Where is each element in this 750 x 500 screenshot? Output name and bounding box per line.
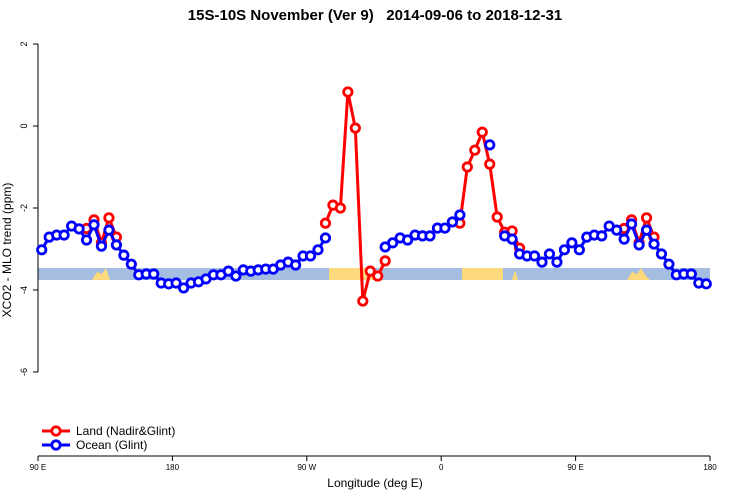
data-point: [125, 258, 137, 270]
data-point: [543, 248, 556, 260]
data-point: [103, 212, 115, 224]
data-point: [110, 239, 123, 251]
x-tick-label: 90 W: [297, 463, 316, 472]
legend-label: Ocean (Glint): [76, 438, 147, 452]
legend-marker: [50, 439, 62, 451]
data-point: [618, 233, 630, 245]
data-point: [148, 268, 160, 280]
data-point: [103, 224, 115, 236]
data-point: [401, 234, 414, 246]
land-band: [329, 268, 375, 280]
x-tick-label: 0: [439, 463, 444, 472]
legend-marker: [50, 425, 62, 437]
data-point: [364, 265, 376, 277]
y-axis-title: XCO2 - MLO trend (ppm): [0, 183, 14, 318]
data-point: [178, 282, 190, 294]
x-tick-label: 90 E: [30, 463, 46, 472]
data-point: [528, 250, 541, 262]
data-point: [80, 234, 93, 246]
data-point: [170, 277, 182, 289]
data-point: [640, 224, 653, 236]
data-point: [357, 295, 369, 307]
data-point: [640, 212, 653, 224]
x-tick-label: 180: [703, 463, 717, 472]
data-point: [424, 230, 436, 242]
land-band: [512, 270, 518, 280]
x-axis-title: Longitude (deg E): [327, 476, 422, 490]
y-tick-label: 0: [19, 123, 29, 128]
legend-label: Land (Nadir&Glint): [76, 424, 175, 438]
y-tick-label: -2: [19, 204, 29, 212]
data-point: [312, 244, 324, 256]
data-point: [439, 222, 451, 234]
data-point: [88, 219, 100, 231]
data-point: [625, 218, 638, 230]
land-band: [627, 268, 650, 280]
chart-title: 15S-10S November (Ver 9) 2014-09-06 to 2…: [188, 7, 562, 24]
y-tick-label: -6: [19, 368, 29, 376]
data-point: [700, 278, 712, 290]
data-point: [454, 209, 466, 221]
data-point: [611, 224, 623, 236]
data-point: [379, 255, 391, 267]
x-tick-label: 90 E: [567, 463, 583, 472]
data-point: [387, 237, 399, 249]
data-point: [484, 139, 496, 151]
data-point: [558, 244, 571, 256]
data-point: [633, 239, 645, 251]
data-point: [484, 158, 496, 170]
data-point: [289, 259, 302, 271]
data-point: [58, 229, 70, 241]
data-point: [319, 232, 332, 244]
data-point: [95, 240, 108, 252]
data-point: [304, 250, 317, 262]
data-point: [342, 86, 354, 98]
data-point: [461, 161, 473, 173]
data-point: [349, 122, 361, 134]
data-point: [476, 126, 488, 138]
data-point: [469, 144, 481, 156]
data-point: [596, 230, 608, 242]
land-band: [92, 268, 110, 280]
data-point: [36, 244, 48, 256]
data-point: [446, 216, 458, 228]
data-point: [118, 249, 130, 261]
data-point: [319, 217, 332, 229]
data-point: [230, 270, 242, 282]
land-band: [462, 268, 503, 280]
data-point: [536, 256, 548, 268]
x-tick-label: 180: [166, 463, 180, 472]
y-tick-label: 2: [19, 41, 29, 46]
data-point: [551, 256, 563, 268]
data-point: [506, 233, 518, 245]
data-point: [222, 265, 234, 277]
data-point: [573, 244, 585, 256]
data-point: [566, 237, 578, 249]
data-point: [685, 268, 697, 280]
data-point: [663, 258, 675, 270]
data-point: [372, 270, 384, 282]
data-point: [491, 211, 503, 223]
y-tick-label: -4: [19, 286, 29, 294]
data-point: [655, 248, 668, 260]
data-point: [648, 238, 660, 250]
data-point: [334, 202, 346, 214]
data-point: [73, 223, 85, 235]
